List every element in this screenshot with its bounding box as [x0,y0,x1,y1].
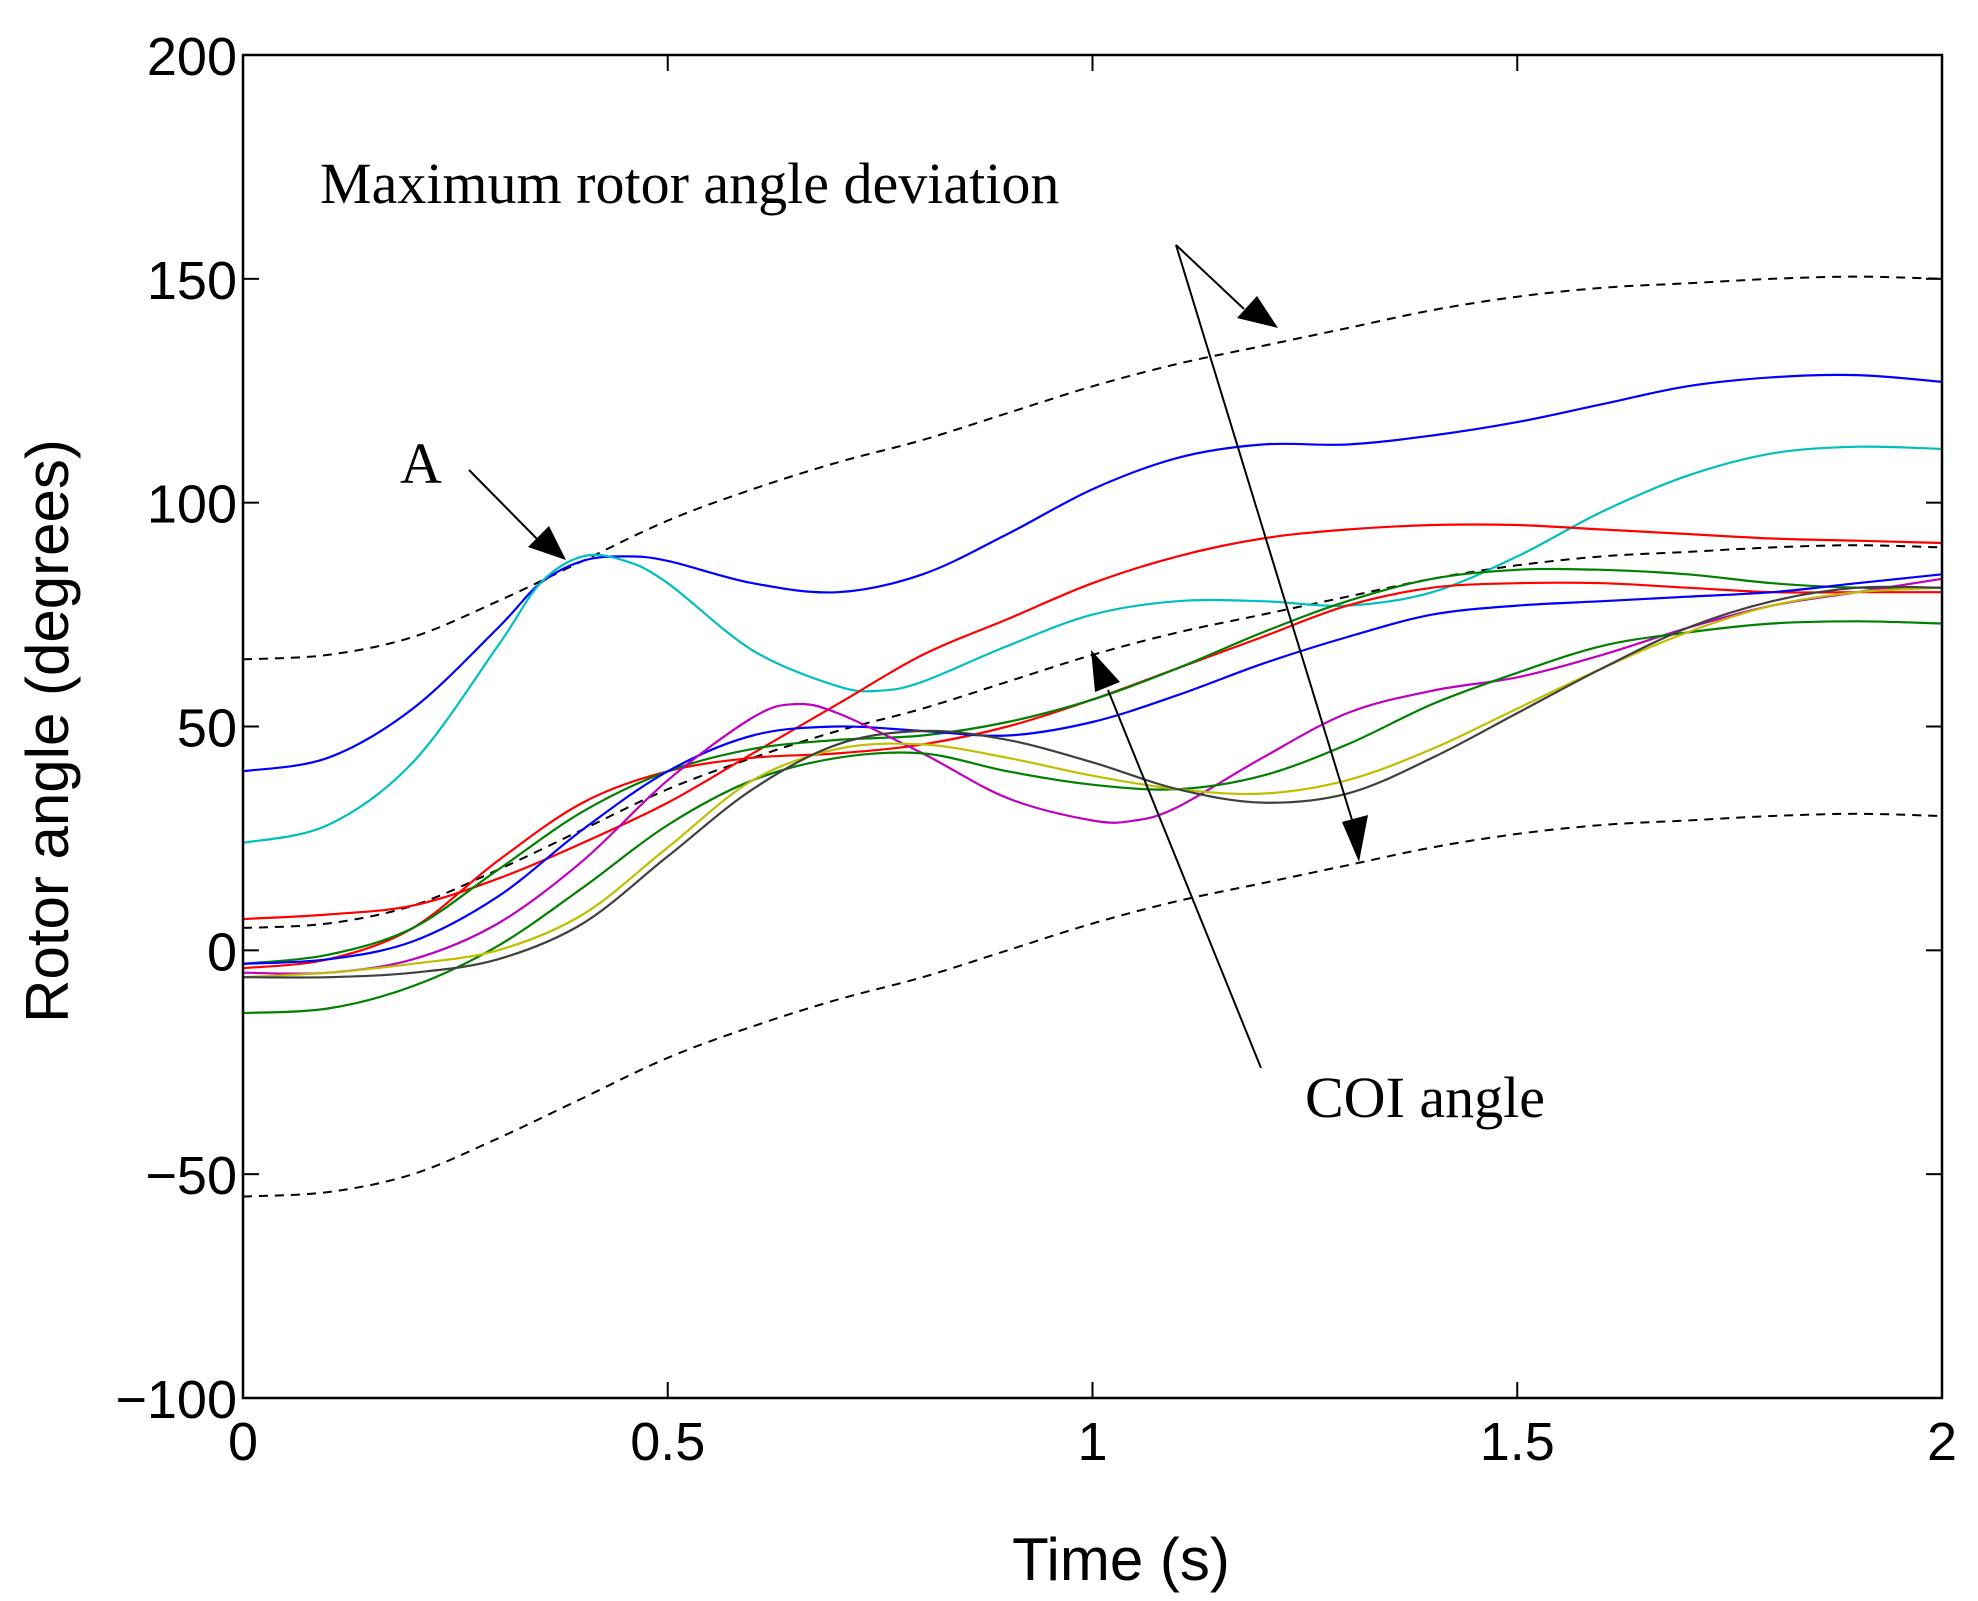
arrow-max-upper-line [1175,244,1245,310]
arrow-layer [468,244,1368,1069]
series-line-12 [242,586,1943,979]
y-axis-label: Rotor angle (degrees) [14,439,81,1023]
series-line-13 [242,585,1943,979]
annotation-coi-angle: COI angle [1305,1065,1545,1130]
series-line-11 [242,620,1943,1015]
tick-layer: 0 0.5 1 1.5 2 −100 −50 0 50 100 150 200 [115,27,1957,1472]
arrow-coi-head [1091,650,1120,692]
x-axis-label: Time (s) [1012,1526,1230,1593]
series-line-10 [242,577,1943,975]
series-line-1 [242,275,1943,661]
x-tick-label: 0.5 [630,1412,705,1472]
series-line-6 [242,523,1943,921]
series-line-4 [242,373,1943,773]
arrow-a-line [468,469,544,546]
x-tick-label: 0 [228,1412,258,1472]
y-tick-label: 100 [147,475,237,535]
annotation-a: A [400,431,442,496]
y-tick-label: 200 [147,27,237,87]
arrow-max-upper-head [1237,296,1278,328]
y-tick-label: 0 [207,922,237,982]
arrow-coi-line [1107,689,1262,1069]
x-tick-label: 1.5 [1480,1412,1555,1472]
y-tick-label: −50 [145,1146,237,1206]
series-line-3 [242,812,1943,1198]
series-line-8 [242,567,1943,965]
series-line-9 [242,573,1943,965]
x-tick-label: 1 [1077,1412,1107,1472]
y-tick-label: −100 [115,1370,237,1430]
series-layer [242,275,1943,1198]
series-line-5 [242,445,1943,844]
y-tick-label: 50 [177,699,237,759]
x-tick-label: 2 [1927,1412,1957,1472]
arrow-a-head [528,526,566,560]
y-tick-label: 150 [147,251,237,311]
arrow-max-lower-line [1175,244,1353,821]
annotation-max-deviation: Maximum rotor angle deviation [320,151,1059,216]
arrow-max-lower-head [1342,815,1368,862]
